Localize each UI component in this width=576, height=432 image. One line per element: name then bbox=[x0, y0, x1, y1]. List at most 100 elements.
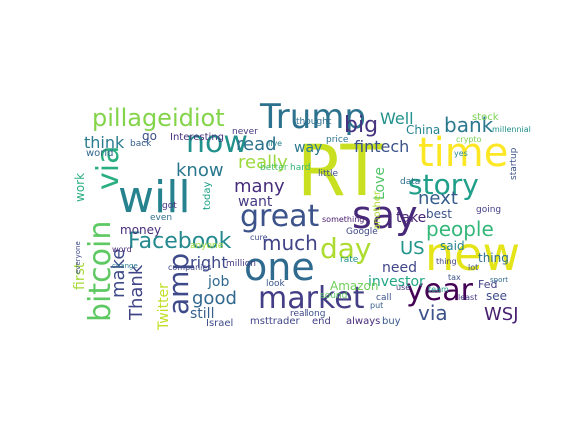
word-take: take bbox=[396, 210, 426, 226]
word-twitter: Twitter bbox=[156, 283, 172, 331]
word-thought: thought bbox=[296, 117, 332, 127]
word-call: call bbox=[376, 293, 391, 303]
word-read: read bbox=[236, 134, 277, 155]
word-still: still bbox=[190, 306, 214, 322]
word-wsj: WSJ bbox=[484, 304, 519, 325]
word-job: job bbox=[207, 274, 229, 290]
word-best: best bbox=[426, 207, 452, 221]
word-amazon: Amazon bbox=[330, 279, 379, 293]
word-think: think bbox=[84, 133, 125, 152]
word-world: world bbox=[86, 148, 114, 159]
word-fintech: fintech bbox=[354, 137, 409, 156]
word-tax: tax bbox=[448, 273, 461, 282]
word-going: going bbox=[476, 205, 501, 215]
word-least: least bbox=[458, 293, 477, 302]
word-story: story bbox=[408, 168, 479, 201]
word-today: today bbox=[202, 181, 213, 210]
word-data: data bbox=[400, 177, 420, 187]
word-well: Well bbox=[380, 109, 414, 128]
word-another: another bbox=[372, 190, 383, 230]
word-anyone: anyone bbox=[190, 241, 224, 251]
word-startup: startup bbox=[509, 147, 519, 180]
word-msttrader: msttrader bbox=[250, 316, 301, 327]
word-back: back bbox=[130, 139, 152, 149]
word-thing: thing bbox=[478, 251, 509, 265]
word-next: next bbox=[418, 188, 458, 209]
word-sport: sport bbox=[490, 276, 508, 284]
word-israel: Israel bbox=[206, 318, 233, 329]
word-investor: investor bbox=[368, 274, 425, 290]
word-word: word bbox=[112, 245, 132, 254]
word-price: price bbox=[326, 135, 349, 145]
word-look: look bbox=[266, 279, 286, 289]
word-bank: bank bbox=[444, 113, 494, 137]
word-via: via bbox=[418, 301, 448, 325]
word-market: market bbox=[258, 281, 365, 316]
word-never: never bbox=[232, 127, 258, 137]
word-day: day bbox=[320, 232, 372, 265]
word-one: one bbox=[244, 245, 315, 289]
word-companies: companies bbox=[168, 263, 211, 272]
word-year: year bbox=[406, 273, 474, 308]
word-team: team bbox=[428, 285, 449, 294]
word-millennial: millennial bbox=[492, 125, 531, 134]
word-everyone: everyone bbox=[74, 241, 82, 274]
word-even: even bbox=[150, 213, 172, 223]
word-many: many bbox=[234, 176, 285, 197]
word-time: time bbox=[418, 130, 508, 176]
word-will: will bbox=[118, 172, 191, 223]
word-live: live bbox=[268, 139, 282, 148]
word-rt: RT bbox=[297, 130, 384, 212]
word-rate: rate bbox=[340, 255, 359, 265]
word-google: Google bbox=[346, 227, 378, 237]
word-right: right bbox=[190, 253, 228, 272]
word-money: money bbox=[120, 223, 161, 237]
word-china: China bbox=[406, 123, 440, 137]
word-now: now bbox=[186, 125, 248, 160]
word-said: said bbox=[440, 239, 465, 253]
word-new: new bbox=[425, 227, 520, 281]
word-need: need bbox=[382, 260, 417, 276]
word-good: good bbox=[192, 288, 237, 309]
word-yes: yes bbox=[454, 149, 468, 158]
word-hard: hard bbox=[290, 163, 310, 173]
word-way: way bbox=[294, 140, 322, 156]
word-know: know bbox=[176, 160, 224, 181]
word-first: first bbox=[72, 262, 88, 290]
word-long: long bbox=[306, 309, 325, 319]
word-us: US bbox=[400, 238, 425, 259]
word-end: end bbox=[312, 316, 331, 327]
word-say: say bbox=[352, 193, 418, 237]
word-got: got bbox=[162, 201, 177, 211]
word-go: go bbox=[142, 129, 157, 143]
word-something: something bbox=[322, 215, 364, 224]
word-sound: sound bbox=[320, 291, 347, 301]
word-amp: amp bbox=[162, 253, 195, 315]
word-million: million bbox=[226, 259, 256, 269]
word-always: always bbox=[346, 316, 380, 327]
word-work: work bbox=[73, 173, 87, 202]
word-lot: lot bbox=[468, 263, 478, 272]
word-buy: buy bbox=[382, 316, 401, 327]
word-bitcoin: bitcoin bbox=[83, 221, 118, 322]
word-better: better bbox=[260, 163, 288, 173]
word-via: via bbox=[91, 146, 126, 190]
word-love: Love bbox=[372, 167, 388, 200]
word-really: really bbox=[238, 152, 288, 173]
word-thing: thing bbox=[436, 257, 457, 266]
word-change: change bbox=[112, 262, 138, 270]
word-put: put bbox=[370, 301, 383, 310]
word-pillageidiot: pillageidiot bbox=[92, 104, 225, 132]
word-thank: Thank bbox=[126, 264, 147, 321]
word-little: little bbox=[318, 169, 339, 179]
word-make: make bbox=[108, 249, 129, 298]
word-trump: Trump bbox=[259, 97, 366, 137]
word-real: real bbox=[290, 309, 307, 319]
word-want: want bbox=[238, 194, 273, 210]
word-fed: Fed bbox=[478, 278, 497, 291]
word-cure: cure bbox=[250, 233, 268, 242]
word-big: big bbox=[344, 113, 378, 138]
word-crypto: crypto bbox=[456, 135, 482, 144]
